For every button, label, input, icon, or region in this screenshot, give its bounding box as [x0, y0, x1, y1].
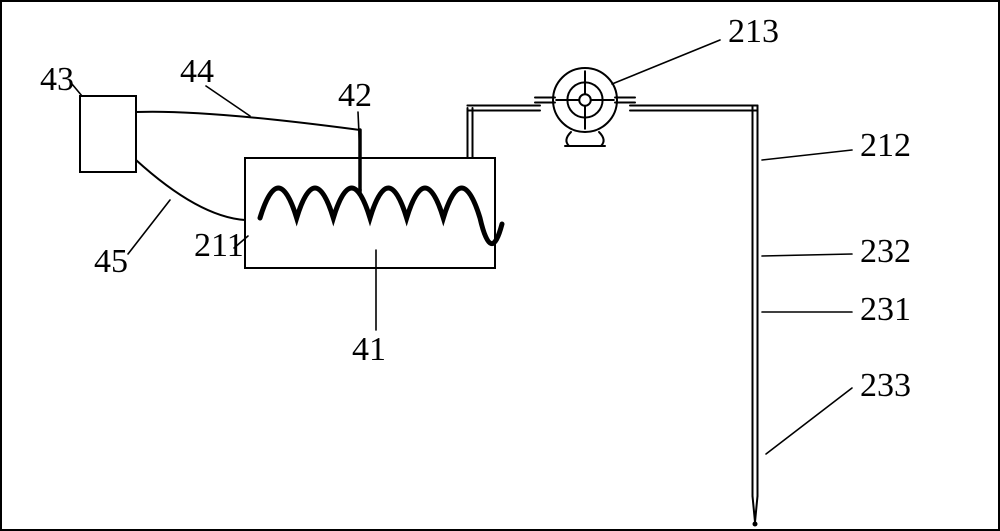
leader-232: [762, 254, 852, 256]
leader-212: [762, 150, 852, 160]
leader-233: [766, 388, 852, 454]
label-211: 211: [194, 227, 244, 264]
label-45: 45: [94, 243, 128, 280]
label-44: 44: [180, 53, 214, 90]
label-231: 231: [860, 291, 911, 328]
label-212: 212: [860, 127, 911, 164]
frame: [1, 1, 999, 530]
label-43: 43: [40, 61, 74, 98]
wire-45: [136, 160, 245, 220]
label-232: 232: [860, 233, 911, 270]
leader-45: [128, 200, 170, 254]
leader-44: [206, 86, 250, 116]
leader-213: [612, 40, 720, 84]
block-43: [80, 96, 136, 172]
label-41: 41: [352, 331, 386, 368]
label-42: 42: [338, 77, 372, 114]
label-213: 213: [728, 13, 779, 50]
coil-41: [260, 188, 502, 244]
label-233: 233: [860, 367, 911, 404]
pump-213: [553, 68, 617, 146]
